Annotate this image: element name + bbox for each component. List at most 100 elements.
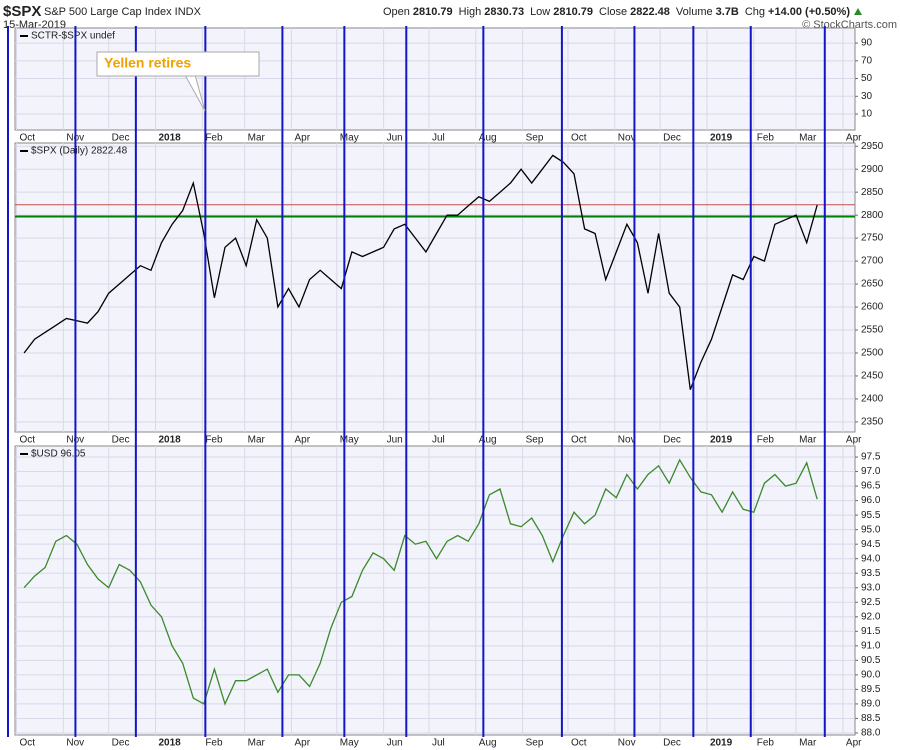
x-tick-label: Mar — [248, 133, 266, 144]
x-tick-label: Feb — [757, 133, 775, 144]
x-tick-label: Dec — [663, 133, 681, 144]
x-tick-label: Feb — [205, 435, 223, 446]
quote: Open 2810.79 High 2830.73 Low 2810.79 Close 282… — [383, 6, 850, 18]
x-tick-label: Jul — [432, 435, 445, 446]
x-tick-label: Oct — [571, 435, 587, 446]
x-tick-label: Dec — [112, 133, 130, 144]
x-tick-label: Nov — [618, 133, 636, 144]
x-tick-label: 2019 — [710, 738, 733, 749]
panel-background — [14, 142, 856, 433]
quote-value: 2830.73 — [484, 6, 524, 18]
quote-label: Low — [530, 6, 550, 18]
x-tick-label: Apr — [846, 738, 862, 749]
y-tick-label: 2850 — [861, 187, 884, 198]
x-tick-label: Apr — [294, 738, 310, 749]
x-tick-label: Mar — [799, 133, 817, 144]
y-tick-label: 95.0 — [861, 524, 881, 535]
x-tick-label: Nov — [66, 738, 84, 749]
y-tick-label: 94.5 — [861, 539, 881, 550]
x-tick-label: Apr — [294, 435, 310, 446]
x-tick-label: 2019 — [710, 435, 733, 446]
y-tick-label: 70 — [861, 55, 873, 66]
y-tick-label: 2700 — [861, 256, 884, 267]
x-tick-label: Oct — [20, 133, 36, 144]
y-tick-label: 89.5 — [861, 684, 881, 695]
x-tick-label: 2018 — [159, 435, 182, 446]
y-tick-label: 90.0 — [861, 670, 881, 681]
quote-label: Open — [383, 6, 410, 18]
x-tick-label: Mar — [799, 435, 817, 446]
x-tick-label: Mar — [799, 738, 817, 749]
y-tick-label: 95.5 — [861, 510, 881, 521]
x-tick-label: Oct — [20, 435, 36, 446]
y-tick-label: 93.0 — [861, 582, 881, 593]
y-tick-label: 92.5 — [861, 597, 881, 608]
panel-legend: $USD 96.05 — [31, 449, 86, 460]
x-tick-label: Jun — [387, 738, 403, 749]
y-tick-label: 92.0 — [861, 611, 881, 622]
x-tick-label: Oct — [20, 738, 36, 749]
y-tick-label: 50 — [861, 73, 873, 84]
x-tick-label: 2019 — [710, 133, 733, 144]
y-tick-label: 91.0 — [861, 640, 881, 651]
y-tick-label: 2550 — [861, 325, 884, 336]
x-tick-label: Nov — [618, 435, 636, 446]
x-tick-label: Apr — [294, 133, 310, 144]
x-tick-label: Feb — [757, 738, 775, 749]
x-tick-label: Feb — [205, 133, 223, 144]
x-tick-label: 2018 — [159, 133, 182, 144]
y-tick-label: 2750 — [861, 233, 884, 244]
quote-label: Volume — [676, 6, 713, 18]
panel-background — [14, 445, 856, 736]
x-tick-label: Mar — [248, 435, 266, 446]
x-tick-label: Sep — [526, 133, 544, 144]
y-tick-label: 97.5 — [861, 452, 881, 463]
x-tick-label: 2018 — [159, 738, 182, 749]
quote-value: 2810.79 — [553, 6, 593, 18]
panel-legend: $SPX (Daily) 2822.48 — [31, 146, 128, 157]
x-tick-label: Nov — [618, 738, 636, 749]
price-line — [23, 458, 818, 706]
x-tick-label: Jul — [432, 133, 445, 144]
x-tick-label: May — [340, 738, 359, 749]
x-tick-label: Jul — [432, 738, 445, 749]
x-tick-label: Aug — [479, 435, 497, 446]
y-tick-label: 2450 — [861, 371, 884, 382]
quote-value: 2810.79 — [413, 6, 453, 18]
quote-label: Chg — [745, 6, 765, 18]
panel-legend: SCTR-$SPX undef — [31, 31, 115, 42]
y-tick-label: 2650 — [861, 279, 884, 290]
annotation-box — [96, 51, 260, 77]
annotation-pointer — [184, 74, 206, 112]
y-tick-label: 2800 — [861, 210, 884, 221]
quote-value: 2822.48 — [630, 6, 670, 18]
x-tick-label: May — [340, 435, 359, 446]
x-tick-label: Feb — [757, 435, 775, 446]
y-tick-label: 94.0 — [861, 553, 881, 564]
quote-value: 3.7B — [716, 6, 739, 18]
x-tick-label: Feb — [205, 738, 223, 749]
quote-label: Close — [599, 6, 627, 18]
y-tick-label: 93.5 — [861, 568, 881, 579]
annotation-text: Yellen retires — [104, 55, 191, 71]
y-tick-label: 10 — [861, 109, 873, 120]
up-triangle — [854, 8, 862, 15]
quote-label: High — [459, 6, 482, 18]
y-tick-label: 97.0 — [861, 466, 881, 477]
x-tick-label: Sep — [526, 738, 544, 749]
y-tick-label: 2400 — [861, 394, 884, 405]
y-tick-label: 88.0 — [861, 728, 881, 739]
y-tick-label: 2600 — [861, 302, 884, 313]
price-line — [23, 154, 818, 390]
x-tick-label: Dec — [663, 738, 681, 749]
y-tick-label: 2500 — [861, 348, 884, 359]
y-tick-label: 2900 — [861, 164, 884, 175]
y-tick-label: 91.5 — [861, 626, 881, 637]
security-name: S&P 500 Large Cap Index INDX — [44, 6, 202, 18]
y-tick-label: 96.0 — [861, 495, 881, 506]
x-tick-label: Dec — [112, 738, 130, 749]
symbol: $SPX — [3, 3, 41, 20]
y-tick-label: 90.5 — [861, 655, 881, 666]
x-tick-label: Dec — [112, 435, 130, 446]
